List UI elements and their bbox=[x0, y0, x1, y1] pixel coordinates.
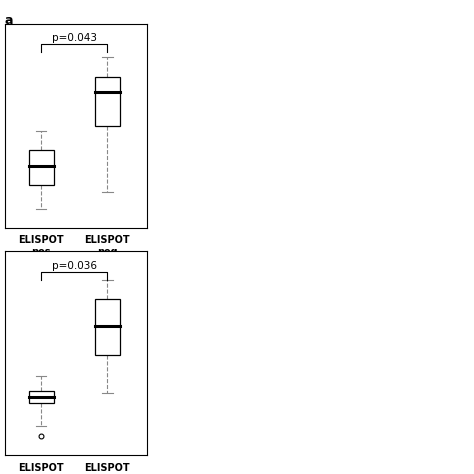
Bar bbox=[28, 150, 54, 185]
Text: a: a bbox=[5, 14, 13, 27]
Bar bbox=[95, 299, 120, 355]
Text: p=0.036: p=0.036 bbox=[52, 261, 97, 271]
Bar bbox=[28, 391, 54, 403]
Text: p=0.043: p=0.043 bbox=[52, 33, 97, 43]
Bar bbox=[95, 77, 120, 126]
